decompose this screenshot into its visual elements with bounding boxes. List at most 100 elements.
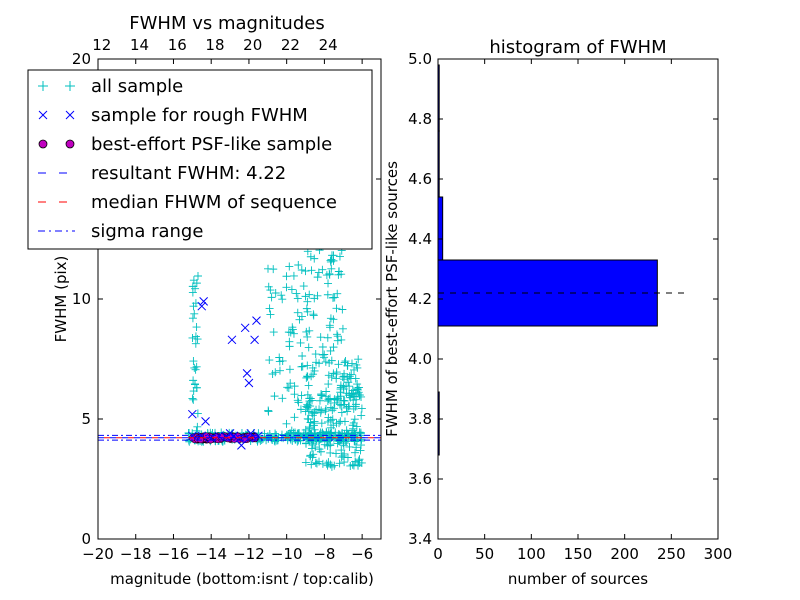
all-sample-point bbox=[310, 254, 319, 263]
legend-label: resultant FWHM: 4.22 bbox=[91, 163, 286, 184]
all-sample-point bbox=[286, 379, 295, 388]
x-tick-label: 0 bbox=[433, 545, 443, 563]
all-sample-point bbox=[342, 426, 351, 435]
all-sample-point bbox=[318, 342, 327, 351]
all-sample-point bbox=[355, 383, 364, 392]
all-sample-point bbox=[296, 405, 305, 414]
x-tick-label: −14 bbox=[195, 545, 227, 563]
legend-label: best-effort PSF-like sample bbox=[91, 134, 332, 155]
all-sample-point bbox=[266, 286, 275, 295]
all-sample-point bbox=[293, 396, 302, 405]
all-sample-point bbox=[312, 459, 321, 468]
all-sample-point bbox=[321, 407, 330, 416]
all-sample-point bbox=[317, 419, 326, 428]
all-sample-point bbox=[324, 417, 333, 426]
legend-entry-median-fwhm: median FHWM of sequence bbox=[38, 192, 337, 213]
all-sample-point bbox=[357, 392, 366, 401]
legend-frame bbox=[27, 69, 373, 250]
y-tick-label: 4.2 bbox=[408, 290, 432, 308]
all-sample-point bbox=[310, 425, 319, 434]
all-sample-point bbox=[323, 290, 332, 299]
all-sample-point bbox=[287, 285, 296, 294]
all-sample-point bbox=[293, 308, 302, 317]
all-sample-point bbox=[302, 373, 311, 382]
all-sample-point bbox=[282, 419, 291, 428]
all-sample-point bbox=[323, 333, 332, 342]
rough-sample-point bbox=[240, 323, 250, 333]
all-sample-point bbox=[301, 267, 310, 276]
all-sample-point bbox=[303, 390, 312, 399]
all-sample-point bbox=[278, 356, 287, 365]
all-sample-point bbox=[285, 365, 294, 374]
all-sample-point bbox=[305, 326, 314, 335]
all-sample-point bbox=[285, 262, 294, 271]
x-tick-label: −16 bbox=[158, 545, 190, 563]
all-sample-point bbox=[311, 443, 320, 452]
all-sample-point bbox=[298, 351, 307, 360]
y-tick-label: 20 bbox=[72, 50, 91, 68]
all-sample-point bbox=[312, 358, 321, 367]
all-sample-point bbox=[269, 328, 278, 337]
all-sample-point bbox=[293, 294, 302, 303]
all-sample-point bbox=[324, 458, 333, 467]
y-tick-label: 5 bbox=[81, 410, 91, 428]
all-sample-point bbox=[188, 282, 197, 291]
all-sample-point bbox=[297, 391, 306, 400]
all-sample-point bbox=[310, 417, 319, 426]
all-sample-point bbox=[311, 433, 320, 441]
all-sample-point bbox=[266, 310, 275, 319]
all-sample-point bbox=[292, 289, 301, 298]
x-tick-label: 50 bbox=[475, 545, 494, 563]
legend-marker-circle bbox=[65, 139, 75, 149]
all-sample-point bbox=[305, 397, 314, 406]
legend-entry-sigma-range: sigma range bbox=[38, 221, 203, 242]
all-sample-point bbox=[330, 404, 339, 413]
y-tick-label: 5.0 bbox=[408, 50, 432, 68]
all-sample-point bbox=[353, 363, 362, 372]
all-sample-point bbox=[318, 391, 327, 400]
all-sample-point bbox=[320, 350, 329, 359]
x-tick-label: 150 bbox=[564, 545, 593, 563]
all-sample-point bbox=[303, 414, 312, 423]
all-sample-point bbox=[304, 343, 313, 352]
all-sample-point bbox=[294, 398, 303, 407]
all-sample-point bbox=[306, 252, 315, 261]
right-panel: histogram of FWHM 0 50 100 150 200 250 300 3.4… bbox=[383, 37, 732, 588]
all-sample-point bbox=[288, 323, 297, 332]
all-sample-point bbox=[189, 376, 198, 385]
all-sample-point bbox=[356, 429, 365, 438]
top-tick-label: 16 bbox=[168, 36, 187, 54]
all-sample-point bbox=[301, 292, 310, 301]
all-sample-point bbox=[345, 382, 354, 391]
legend-label: median FHWM of sequence bbox=[91, 192, 337, 213]
all-sample-point bbox=[345, 442, 354, 451]
all-sample-point bbox=[339, 382, 348, 391]
all-sample-point bbox=[324, 371, 333, 380]
y-tick-label: 3.8 bbox=[408, 410, 432, 428]
all-sample-point bbox=[271, 435, 280, 444]
all-sample-point bbox=[190, 309, 199, 318]
all-sample-point bbox=[324, 380, 333, 389]
all-sample-point bbox=[307, 266, 316, 275]
all-sample-point bbox=[353, 383, 362, 392]
all-sample-point bbox=[306, 452, 315, 461]
y-tick-label: 3.6 bbox=[408, 470, 432, 488]
all-sample-point bbox=[328, 415, 337, 424]
all-sample-point bbox=[271, 368, 280, 377]
all-sample-point bbox=[315, 445, 324, 454]
all-sample-point bbox=[330, 398, 339, 407]
left-x-label: magnitude (bottom:isnt / top:calib) bbox=[110, 570, 374, 588]
all-sample-point bbox=[264, 282, 273, 291]
all-sample-point bbox=[340, 458, 349, 467]
all-sample-point bbox=[189, 357, 198, 366]
all-sample-point bbox=[336, 392, 345, 401]
all-sample-point bbox=[332, 370, 341, 379]
all-sample-point bbox=[329, 369, 338, 378]
all-sample-point bbox=[265, 304, 274, 313]
x-tick-label: 100 bbox=[517, 545, 546, 563]
all-sample-point bbox=[283, 383, 292, 392]
all-sample-point bbox=[356, 446, 365, 455]
all-sample-point bbox=[271, 289, 280, 298]
all-sample-point bbox=[295, 315, 304, 324]
all-sample-point bbox=[333, 336, 342, 345]
